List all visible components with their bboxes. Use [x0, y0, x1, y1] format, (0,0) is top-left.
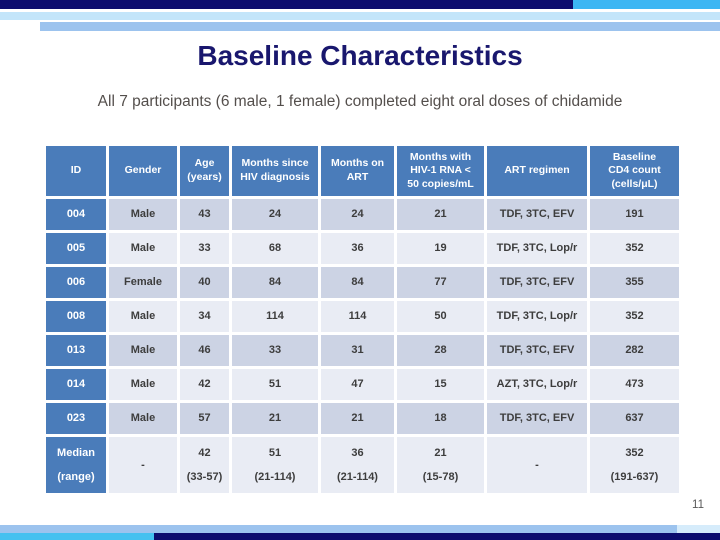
cell-months-suppressed: 21	[397, 199, 484, 230]
table-row-005: 005 Male 33 68 36 19 TDF, 3TC, Lop/r 352	[46, 233, 679, 264]
bottom-pale-blue-bar	[677, 525, 720, 533]
cell-months-since-diagnosis: 68	[232, 233, 318, 264]
cell-months-since-diagnosis: 114	[232, 301, 318, 332]
bottom-cyan-bar	[0, 533, 154, 540]
cell-months-since-diagnosis: 33	[232, 335, 318, 366]
cell-age: 34	[180, 301, 229, 332]
cell-months-suppressed: 19	[397, 233, 484, 264]
cell-age: 33	[180, 233, 229, 264]
cell-baseline-cd4: 352	[590, 233, 679, 264]
cell-months-since-diagnosis: 84	[232, 267, 318, 298]
cell-baseline-cd4: 191	[590, 199, 679, 230]
cell-months-on-art: 36	[321, 233, 394, 264]
cell-months-on-art: 21	[321, 403, 394, 434]
column-header-months-suppressed: Months with HIV-1 RNA < 50 copies/mL	[397, 146, 484, 196]
cell-months-on-art: 47	[321, 369, 394, 400]
column-header-id: ID	[46, 146, 106, 196]
cell-art-regimen: TDF, 3TC, EFV	[487, 335, 587, 366]
top-navy-bar	[0, 0, 573, 9]
table-header-row: ID Gender Age (years) Months since HIV d…	[46, 146, 679, 196]
cell-months-on-art: 31	[321, 335, 394, 366]
cell-art-regimen: TDF, 3TC, EFV	[487, 267, 587, 298]
cell-age: 46	[180, 335, 229, 366]
table-row-006: 006 Female 40 84 84 77 TDF, 3TC, EFV 355	[46, 267, 679, 298]
row-id-cell: 013	[46, 335, 106, 366]
bottom-navy-bar	[154, 533, 720, 540]
cell-gender: Male	[109, 335, 177, 366]
bottom-medium-blue-bar	[0, 525, 677, 533]
cell-months-suppressed: 77	[397, 267, 484, 298]
table-row-014: 014 Male 42 51 47 15 AZT, 3TC, Lop/r 473	[46, 369, 679, 400]
cell-gender: Male	[109, 301, 177, 332]
row-id-cell: 023	[46, 403, 106, 434]
cell-gender: Female	[109, 267, 177, 298]
cell-gender: Male	[109, 403, 177, 434]
table-row-023: 023 Male 57 21 21 18 TDF, 3TC, EFV 637	[46, 403, 679, 434]
slide-title: Baseline Characteristics	[197, 40, 523, 71]
cell-baseline-cd4: 352 (191-637)	[590, 437, 679, 493]
cell-months-on-art: 36 (21-114)	[321, 437, 394, 493]
cell-baseline-cd4: 637	[590, 403, 679, 434]
row-id-cell: Median (range)	[46, 437, 106, 493]
cell-gender: Male	[109, 233, 177, 264]
cell-months-since-diagnosis: 21	[232, 403, 318, 434]
row-id-cell: 004	[46, 199, 106, 230]
row-id-cell: 014	[46, 369, 106, 400]
cell-age: 42	[180, 369, 229, 400]
baseline-characteristics-table: ID Gender Age (years) Months since HIV d…	[43, 143, 682, 496]
table-row-008: 008 Male 34 114 114 50 TDF, 3TC, Lop/r 3…	[46, 301, 679, 332]
cell-baseline-cd4: 355	[590, 267, 679, 298]
table-row-004: 004 Male 43 24 24 21 TDF, 3TC, EFV 191	[46, 199, 679, 230]
cell-months-since-diagnosis: 24	[232, 199, 318, 230]
cell-gender: Male	[109, 199, 177, 230]
page-number: 11	[692, 499, 704, 511]
cell-art-regimen: TDF, 3TC, Lop/r	[487, 301, 587, 332]
cell-art-regimen: -	[487, 437, 587, 493]
top-light-blue-bar	[0, 12, 720, 20]
cell-months-suppressed: 50	[397, 301, 484, 332]
column-header-gender: Gender	[109, 146, 177, 196]
table-row-median-range: Median (range) - 42 (33-57) 51 (21-114) …	[46, 437, 679, 493]
cell-art-regimen: TDF, 3TC, Lop/r	[487, 233, 587, 264]
cell-months-on-art: 24	[321, 199, 394, 230]
cell-baseline-cd4: 282	[590, 335, 679, 366]
cell-gender: -	[109, 437, 177, 493]
cell-months-on-art: 114	[321, 301, 394, 332]
cell-months-suppressed: 21 (15-78)	[397, 437, 484, 493]
table-row-013: 013 Male 46 33 31 28 TDF, 3TC, EFV 282	[46, 335, 679, 366]
top-medium-blue-bar	[40, 22, 720, 31]
cell-months-on-art: 84	[321, 267, 394, 298]
column-header-age: Age (years)	[180, 146, 229, 196]
column-header-art-regimen: ART regimen	[487, 146, 587, 196]
row-id-cell: 008	[46, 301, 106, 332]
row-id-cell: 005	[46, 233, 106, 264]
cell-baseline-cd4: 473	[590, 369, 679, 400]
cell-age: 40	[180, 267, 229, 298]
cell-age: 42 (33-57)	[180, 437, 229, 493]
top-sky-blue-bar	[573, 0, 720, 9]
cell-baseline-cd4: 352	[590, 301, 679, 332]
cell-gender: Male	[109, 369, 177, 400]
cell-months-since-diagnosis: 51 (21-114)	[232, 437, 318, 493]
cell-age: 57	[180, 403, 229, 434]
cell-months-suppressed: 18	[397, 403, 484, 434]
row-id-cell: 006	[46, 267, 106, 298]
column-header-months-since-diagnosis: Months since HIV diagnosis	[232, 146, 318, 196]
cell-months-suppressed: 15	[397, 369, 484, 400]
slide-subtitle: All 7 participants (6 male, 1 female) co…	[97, 93, 623, 110]
cell-months-suppressed: 28	[397, 335, 484, 366]
cell-months-since-diagnosis: 51	[232, 369, 318, 400]
cell-art-regimen: TDF, 3TC, EFV	[487, 403, 587, 434]
cell-art-regimen: TDF, 3TC, EFV	[487, 199, 587, 230]
cell-art-regimen: AZT, 3TC, Lop/r	[487, 369, 587, 400]
cell-age: 43	[180, 199, 229, 230]
column-header-months-on-art: Months on ART	[321, 146, 394, 196]
column-header-baseline-cd4: Baseline CD4 count (cells/μL)	[590, 146, 679, 196]
